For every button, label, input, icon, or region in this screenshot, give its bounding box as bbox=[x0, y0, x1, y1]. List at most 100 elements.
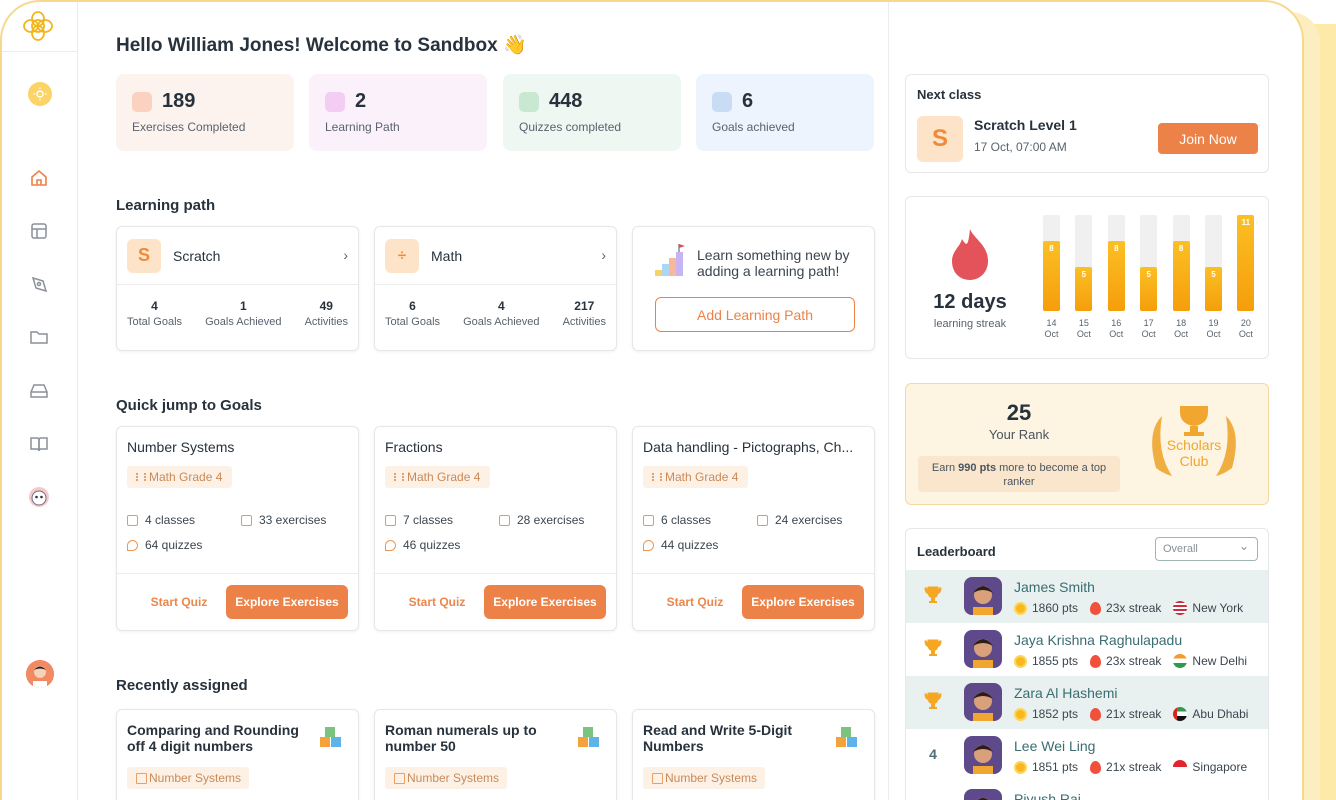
activities: 49 Activities bbox=[304, 299, 348, 328]
goal-title: Fractions bbox=[385, 439, 443, 455]
scratch-logo-icon: S bbox=[127, 238, 161, 273]
coin-icon bbox=[1014, 760, 1027, 774]
section-title-learning-path: Learning path bbox=[116, 197, 216, 214]
assignment-tag: Number Systems bbox=[643, 767, 766, 789]
main-content: Hello William Jones! Welcome to Sandbox … bbox=[116, 2, 876, 800]
folder-icon[interactable] bbox=[28, 326, 50, 348]
streak-bar-day-label: 15 Oct bbox=[1076, 318, 1091, 339]
class-time: 17 Oct, 07:00 AM bbox=[974, 140, 1067, 154]
learning-path-card-scratch[interactable]: S Scratch › 4 Total Goals 1 Goals Achieved… bbox=[116, 226, 359, 351]
inbox-icon[interactable] bbox=[28, 380, 50, 402]
blocks-icon bbox=[836, 727, 857, 747]
avatar bbox=[964, 577, 1002, 615]
divider bbox=[117, 573, 358, 574]
chevron-right-icon[interactable]: › bbox=[343, 247, 348, 263]
layout-icon[interactable] bbox=[28, 220, 50, 242]
assignment-title: Comparing and Rounding off 4 digit numbe… bbox=[127, 722, 299, 754]
chat-icon bbox=[385, 539, 396, 551]
user-avatar[interactable] bbox=[26, 660, 54, 688]
explore-exercises-button[interactable]: Explore Exercises bbox=[484, 585, 606, 619]
leader-meta: 1851 pts 21x streak Singapore bbox=[1014, 760, 1247, 774]
classes-count: 6 classes bbox=[643, 513, 711, 527]
trophy-icon bbox=[922, 690, 944, 712]
leaderboard-row[interactable]: 4 Lee Wei Ling 1851 pts 21x streak Singapo… bbox=[906, 729, 1268, 782]
explore-exercises-button[interactable]: Explore Exercises bbox=[742, 585, 864, 619]
goal-card[interactable]: Data handling - Pictographs, Ch... Math … bbox=[632, 426, 875, 631]
learning-path-title: Math bbox=[431, 247, 463, 264]
streak-bar-value: 5 bbox=[1081, 270, 1087, 279]
rank-number: 4 bbox=[929, 746, 937, 762]
book-icon bbox=[385, 514, 396, 526]
app-window: Hello William Jones! Welcome to Sandbox … bbox=[0, 0, 1304, 800]
flame-icon bbox=[1090, 654, 1102, 668]
streak-bar-day-label: 14 Oct bbox=[1044, 318, 1059, 339]
streak-bar-day-label: 16 Oct bbox=[1109, 318, 1124, 339]
logo-icon[interactable] bbox=[20, 8, 56, 44]
exercise-icon bbox=[132, 92, 152, 112]
streak-bar bbox=[1205, 267, 1222, 311]
streak-bar-day-label: 20 Oct bbox=[1238, 318, 1253, 339]
quizzes-count: 44 quizzes bbox=[643, 538, 718, 552]
flame-icon bbox=[1090, 760, 1102, 774]
stat-value: 448 bbox=[549, 90, 583, 112]
recent-assignment-card[interactable]: Roman numerals up to number 50 Number Sy… bbox=[374, 709, 617, 800]
recent-assignment-card[interactable]: Read and Write 5-Digit Numbers Number Sy… bbox=[632, 709, 875, 800]
join-now-button[interactable]: Join Now bbox=[1158, 123, 1258, 154]
stat-value: 6 bbox=[742, 90, 754, 112]
start-quiz-button[interactable]: Start Quiz bbox=[666, 595, 724, 609]
home-icon[interactable] bbox=[28, 167, 50, 189]
goal-card[interactable]: Number Systems Math Grade 4 4 classes 33… bbox=[116, 426, 359, 631]
class-name: Scratch Level 1 bbox=[974, 117, 1077, 133]
scratch-logo-icon: S bbox=[917, 116, 963, 162]
start-quiz-button[interactable]: Start Quiz bbox=[408, 595, 466, 609]
avatar bbox=[964, 736, 1002, 774]
mascot-icon[interactable] bbox=[28, 486, 50, 508]
pen-tool-icon[interactable] bbox=[28, 273, 50, 295]
chevron-right-icon[interactable]: › bbox=[601, 247, 606, 263]
leaderboard-row[interactable]: Jaya Krishna Raghulapadu 1855 pts 23x str… bbox=[906, 623, 1268, 676]
avatar bbox=[964, 630, 1002, 668]
add-learning-path-button[interactable]: Add Learning Path bbox=[655, 297, 855, 332]
learning-path-title: Scratch bbox=[173, 247, 221, 264]
add-path-prompt: Learn something new by adding a learning… bbox=[697, 247, 850, 279]
leader-name: Piyush Rai bbox=[1014, 791, 1081, 800]
page-title: Hello William Jones! Welcome to Sandbox … bbox=[116, 35, 527, 56]
rank-note: Earn 990 pts more to become a top ranker bbox=[918, 456, 1120, 492]
leaderboard-row[interactable]: Piyush Rai bbox=[906, 782, 1268, 800]
start-quiz-button[interactable]: Start Quiz bbox=[150, 595, 208, 609]
explore-exercises-button[interactable]: Explore Exercises bbox=[226, 585, 348, 619]
leader-meta: 1852 pts 21x streak Abu Dhabi bbox=[1014, 707, 1248, 721]
section-title-quick-jump: Quick jump to Goals bbox=[116, 397, 262, 414]
add-learning-path-card: Learn something new by adding a learning… bbox=[632, 226, 875, 351]
streak-bar-day-label: 18 Oct bbox=[1174, 318, 1189, 339]
theme-toggle-sun-icon[interactable] bbox=[28, 82, 52, 106]
goals-achieved: 4 Goals Achieved bbox=[463, 299, 540, 328]
streak-bar-value: 8 bbox=[1049, 244, 1054, 253]
exercises-count: 33 exercises bbox=[241, 513, 326, 527]
book-icon[interactable] bbox=[28, 433, 50, 455]
leader-name: Lee Wei Ling bbox=[1014, 738, 1096, 754]
quizzes-count: 46 quizzes bbox=[385, 538, 460, 552]
book-icon bbox=[643, 514, 654, 526]
stat-label: Quizzes completed bbox=[519, 120, 622, 134]
recent-assignment-card[interactable]: Comparing and Rounding off 4 digit numbe… bbox=[116, 709, 359, 800]
assignment-title: Roman numerals up to number 50 bbox=[385, 722, 537, 754]
goal-card[interactable]: Fractions Math Grade 4 7 classes 28 exer… bbox=[374, 426, 617, 631]
section-title-recently-assigned: Recently assigned bbox=[116, 677, 248, 694]
flag-ae-icon bbox=[1173, 707, 1188, 721]
flag-in-icon bbox=[1173, 654, 1188, 668]
leaderboard-row[interactable]: James Smith 1860 pts 23x streak New York bbox=[906, 570, 1268, 623]
leaderboard-row[interactable]: Zara Al Hashemi 1852 pts 21x streak Abu Dh… bbox=[906, 676, 1268, 729]
stat-label: Goals achieved bbox=[712, 120, 795, 134]
streak-days: 12 days bbox=[933, 291, 1007, 313]
sidebar-divider bbox=[2, 51, 78, 52]
leaderboard-filter-select[interactable]: Overall bbox=[1155, 537, 1258, 561]
cube-icon bbox=[757, 514, 768, 526]
leader-meta: 1855 pts 23x streak New Delhi bbox=[1014, 654, 1247, 668]
book-icon bbox=[127, 514, 138, 526]
streak-bar bbox=[1140, 267, 1158, 311]
stairs-flag-icon bbox=[655, 244, 685, 276]
leaderboard-title: Leaderboard bbox=[917, 544, 996, 559]
flag-sg-icon bbox=[1173, 760, 1188, 774]
learning-path-card-math[interactable]: ÷ Math › 6 Total Goals 4 Goals Achieved 21… bbox=[374, 226, 617, 351]
